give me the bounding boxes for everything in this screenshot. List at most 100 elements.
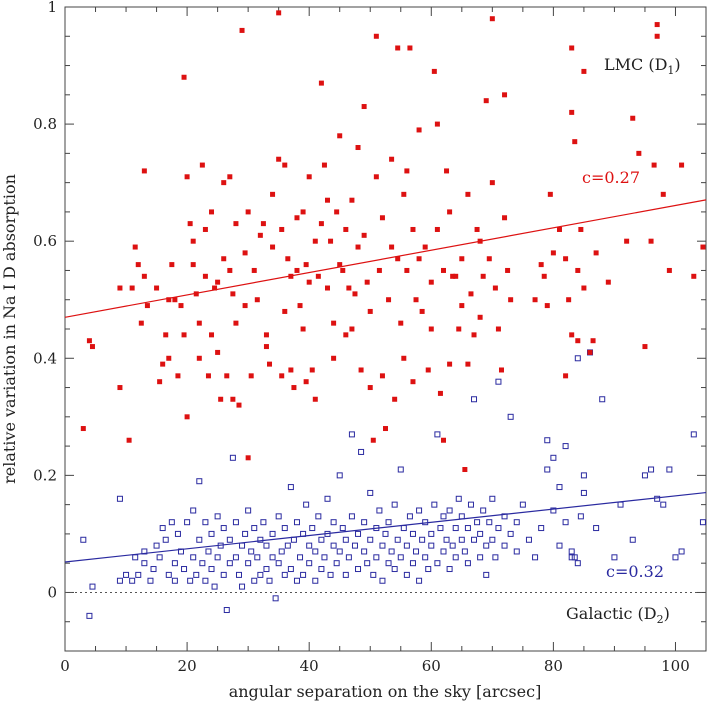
lmc-point <box>227 267 233 273</box>
galactic-point <box>129 577 136 584</box>
lmc-point <box>279 373 285 379</box>
lmc-fit-line <box>64 199 707 318</box>
galactic-point <box>699 519 706 526</box>
lmc-point <box>248 373 254 379</box>
lmc-point <box>233 320 239 326</box>
axis-ticks <box>64 6 707 652</box>
galactic-point <box>275 513 282 520</box>
galactic-point <box>202 577 209 584</box>
x-tick-label: 40 <box>300 657 319 675</box>
lmc-point <box>242 303 248 309</box>
galactic-point <box>471 396 478 403</box>
lmc-point <box>379 215 385 221</box>
lmc-point <box>367 308 373 314</box>
lmc-point <box>373 33 379 39</box>
lmc-point <box>221 256 227 262</box>
galactic-point <box>452 554 459 561</box>
lmc-point <box>444 168 450 174</box>
lmc-point <box>389 244 395 250</box>
galactic-point <box>431 501 438 508</box>
galactic-point <box>382 530 389 537</box>
galactic-point <box>355 530 362 537</box>
galactic-point <box>348 513 355 520</box>
lmc-point <box>166 297 172 303</box>
lmc-point <box>538 262 544 268</box>
lmc-point <box>636 150 642 156</box>
lmc-points <box>80 10 706 473</box>
galactic-point <box>321 554 328 561</box>
lmc-point <box>395 256 401 262</box>
galactic-point <box>80 536 87 543</box>
galactic-point <box>419 536 426 543</box>
lmc-point <box>263 344 269 350</box>
galactic-point <box>519 501 526 508</box>
galactic-point <box>229 454 236 461</box>
galactic-point <box>196 478 203 485</box>
galactic-point <box>464 560 471 567</box>
lmc-point <box>383 426 388 432</box>
galactic-point <box>428 542 435 549</box>
galactic-point <box>486 519 493 526</box>
galactic-point <box>257 571 264 578</box>
galactic-point <box>379 542 386 549</box>
lmc-point <box>563 256 569 262</box>
lmc-point <box>227 174 233 180</box>
galactic-point <box>434 431 441 438</box>
galactic-point <box>333 560 340 567</box>
lmc-point <box>355 145 361 151</box>
lmc-point <box>489 16 495 22</box>
lmc-point <box>367 385 373 391</box>
lmc-point <box>126 437 132 443</box>
lmc-point <box>321 162 327 168</box>
galactic-point <box>309 525 316 532</box>
galactic-legend-close: ) <box>664 604 670 623</box>
galactic-point <box>293 519 300 526</box>
galactic-point <box>202 519 209 526</box>
lmc-point <box>184 414 190 420</box>
x-tick-label: 80 <box>544 657 563 675</box>
lmc-point <box>471 332 477 338</box>
tick-labels: 0 20 40 60 80 100 0 0.2 0.4 0.6 0.8 1 <box>33 0 690 675</box>
lmc-point <box>477 238 483 244</box>
lmc-point <box>398 320 404 326</box>
galactic-point <box>327 571 334 578</box>
lmc-point <box>169 262 175 268</box>
galactic-point <box>220 571 227 578</box>
galactic-point <box>342 571 349 578</box>
lmc-point <box>340 267 346 273</box>
galactic-point <box>416 577 423 584</box>
galactic-point <box>345 554 352 561</box>
galactic-point <box>184 519 191 526</box>
galactic-point <box>251 525 258 532</box>
galactic-point <box>190 507 197 514</box>
galactic-point <box>577 513 584 520</box>
galactic-point <box>477 554 484 561</box>
galactic-point <box>446 507 453 514</box>
lmc-point <box>129 285 135 291</box>
galactic-point <box>367 536 374 543</box>
galactic-point <box>355 566 362 573</box>
lmc-point <box>254 297 260 303</box>
galactic-point <box>306 560 313 567</box>
galactic-point <box>458 536 465 543</box>
lmc-point <box>251 267 257 273</box>
galactic-point <box>239 583 246 590</box>
galactic-point <box>544 466 551 473</box>
lmc-point <box>401 191 407 197</box>
galactic-point <box>593 525 600 532</box>
galactic-point <box>199 560 206 567</box>
galactic-point <box>532 554 539 561</box>
lmc-point <box>578 226 584 232</box>
galactic-point <box>159 525 166 532</box>
galactic-point <box>196 536 203 543</box>
lmc-point <box>132 244 138 250</box>
galactic-point <box>525 536 532 543</box>
galactic-point <box>629 536 636 543</box>
galactic-point <box>489 536 496 543</box>
lmc-point <box>346 285 352 291</box>
galactic-point <box>226 536 233 543</box>
lmc-point <box>505 267 511 273</box>
lmc-point <box>462 467 468 473</box>
lmc-point <box>233 221 239 227</box>
lmc-point <box>376 267 382 273</box>
